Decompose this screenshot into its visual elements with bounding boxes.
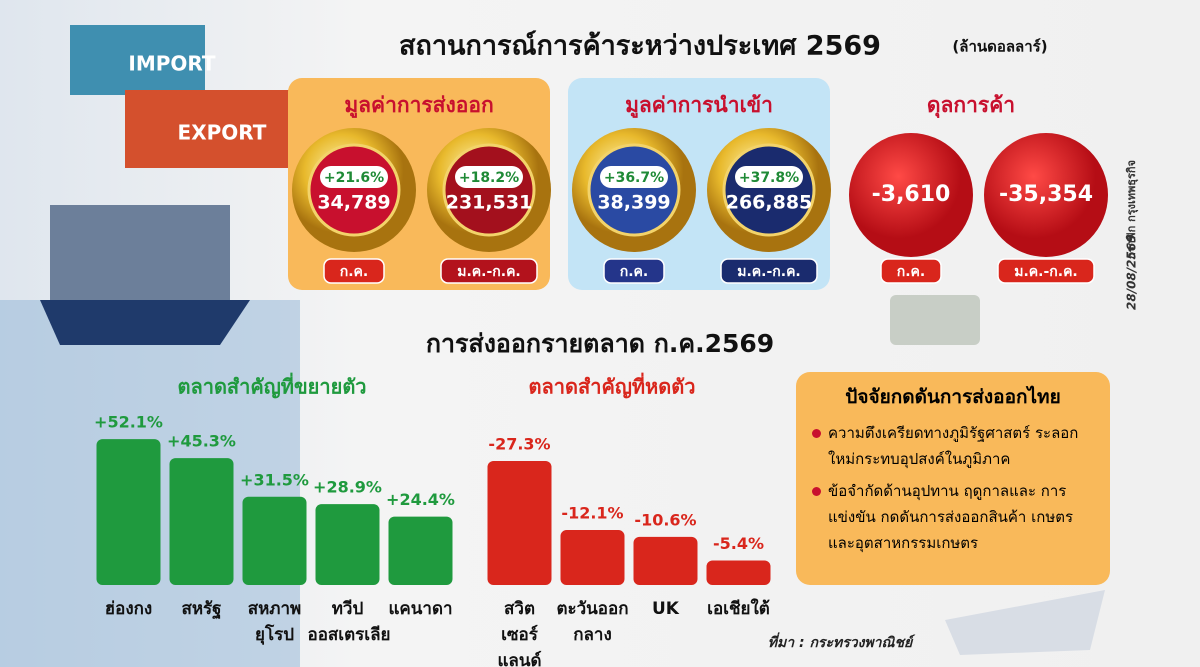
factor-bullet: ข้อจำกัดด้านอุปทาน ฤดูกาลและ การแข่งขัน … xyxy=(812,478,1094,556)
coin-face xyxy=(587,143,681,237)
bar xyxy=(169,458,234,585)
value-label: 34,789 xyxy=(317,192,390,214)
bar xyxy=(487,461,552,585)
panel-title: มูลค่าการนำเข้า xyxy=(625,93,773,119)
panel-title: มูลค่าการส่งออก xyxy=(344,93,493,119)
date: 28/08/2569 xyxy=(1125,234,1139,310)
section-title: การส่งออกรายตลาด ก.ค.2569 xyxy=(426,329,774,358)
period-label: ก.ค. xyxy=(897,264,925,280)
period-label: ก.ค. xyxy=(620,264,648,280)
factors-title: ปัจจัยกดดันการส่งออกไทย xyxy=(845,386,1061,408)
x-tick-label: สวิต เซอร์แลนด์ xyxy=(497,599,542,667)
coin-face xyxy=(722,143,816,237)
value-label: -3,610 xyxy=(872,182,951,207)
value-label: -35,354 xyxy=(999,182,1093,207)
value-label: +52.1% xyxy=(94,413,163,432)
period-label: ม.ค.-ก.ค. xyxy=(1014,264,1078,280)
balance-ball xyxy=(984,133,1108,257)
change-label: +21.6% xyxy=(324,170,384,186)
period-pill xyxy=(323,258,385,284)
bar xyxy=(633,536,698,585)
period-pill xyxy=(440,258,538,284)
change-label: +18.2% xyxy=(459,170,519,186)
value-label: -12.1% xyxy=(561,504,623,523)
value-label: -10.6% xyxy=(634,510,696,529)
chart-title: ตลาดสำคัญที่หดตัว xyxy=(529,372,696,399)
period-pill xyxy=(720,258,818,284)
factor-bullet: ความตึงเครียดทางภูมิรัฐศาสตร์ ระลอกใหม่ก… xyxy=(812,420,1094,472)
panel-title: ดุลการค้า xyxy=(927,93,1015,119)
container-label: IMPORT xyxy=(128,52,216,76)
x-tick-label: UK xyxy=(652,599,679,619)
x-tick-label: สหภาพ ยุโรป xyxy=(247,599,302,645)
value-label: -27.3% xyxy=(488,435,550,454)
x-tick-label: สหรัฐ xyxy=(181,599,222,619)
change-label: +36.7% xyxy=(604,170,664,186)
x-tick-label: เอเชียใต้ xyxy=(707,599,770,619)
period-label: ม.ค.-ก.ค. xyxy=(737,264,801,280)
value-label: +45.3% xyxy=(167,432,236,451)
bar xyxy=(242,496,307,585)
period-label: ก.ค. xyxy=(340,264,368,280)
container-import xyxy=(70,25,205,95)
value-label: +31.5% xyxy=(240,470,309,489)
factors-box: ปัจจัยกดดันการส่งออกไทย ความตึงเครียดทาง… xyxy=(796,372,1110,585)
ship-cargo xyxy=(50,205,230,300)
credit: กราฟิก กรุงเทพธุรกิจ xyxy=(1125,160,1139,259)
balance-ball xyxy=(849,133,973,257)
container-label: EXPORT xyxy=(178,121,267,145)
bar xyxy=(706,560,771,585)
value-label: 266,885 xyxy=(726,192,813,214)
bar xyxy=(388,516,453,585)
bar xyxy=(560,530,625,585)
value-label: 231,531 xyxy=(446,192,533,214)
change-pill xyxy=(320,166,388,188)
source: ที่มา : กระทรวงพาณิชย์ xyxy=(768,632,916,651)
period-pill xyxy=(880,258,942,284)
ship-hull xyxy=(40,300,250,345)
ship-small xyxy=(945,590,1105,655)
value-label: +28.9% xyxy=(313,478,382,497)
period-pill xyxy=(603,258,665,284)
x-tick-label: ฮ่องกง xyxy=(104,599,153,619)
x-tick-label: แคนาดา xyxy=(388,599,453,619)
container-export xyxy=(125,90,290,168)
money-icon xyxy=(890,295,980,345)
value-label: 38,399 xyxy=(597,192,670,214)
period-pill xyxy=(997,258,1095,284)
change-pill xyxy=(600,166,668,188)
coin-face xyxy=(307,143,401,237)
bar xyxy=(315,504,380,585)
coin-face xyxy=(442,143,536,237)
period-label: ม.ค.-ก.ค. xyxy=(457,264,521,280)
x-tick-label: ตะวันออก กลาง xyxy=(556,599,629,645)
value-label: +24.4% xyxy=(386,490,455,509)
unit: (ล้านดอลลาร์) xyxy=(952,38,1047,56)
change-pill xyxy=(735,166,803,188)
chart-title: ตลาดสำคัญที่ขยายตัว xyxy=(177,372,366,399)
bar xyxy=(96,439,161,585)
title: สถานการณ์การค้าระหว่างประเทศ 2569 xyxy=(399,30,881,62)
change-pill xyxy=(455,166,523,188)
change-label: +37.8% xyxy=(739,170,799,186)
x-tick-label: ทวีป ออสเตรเลีย xyxy=(307,599,391,645)
value-label: -5.4% xyxy=(713,534,764,553)
